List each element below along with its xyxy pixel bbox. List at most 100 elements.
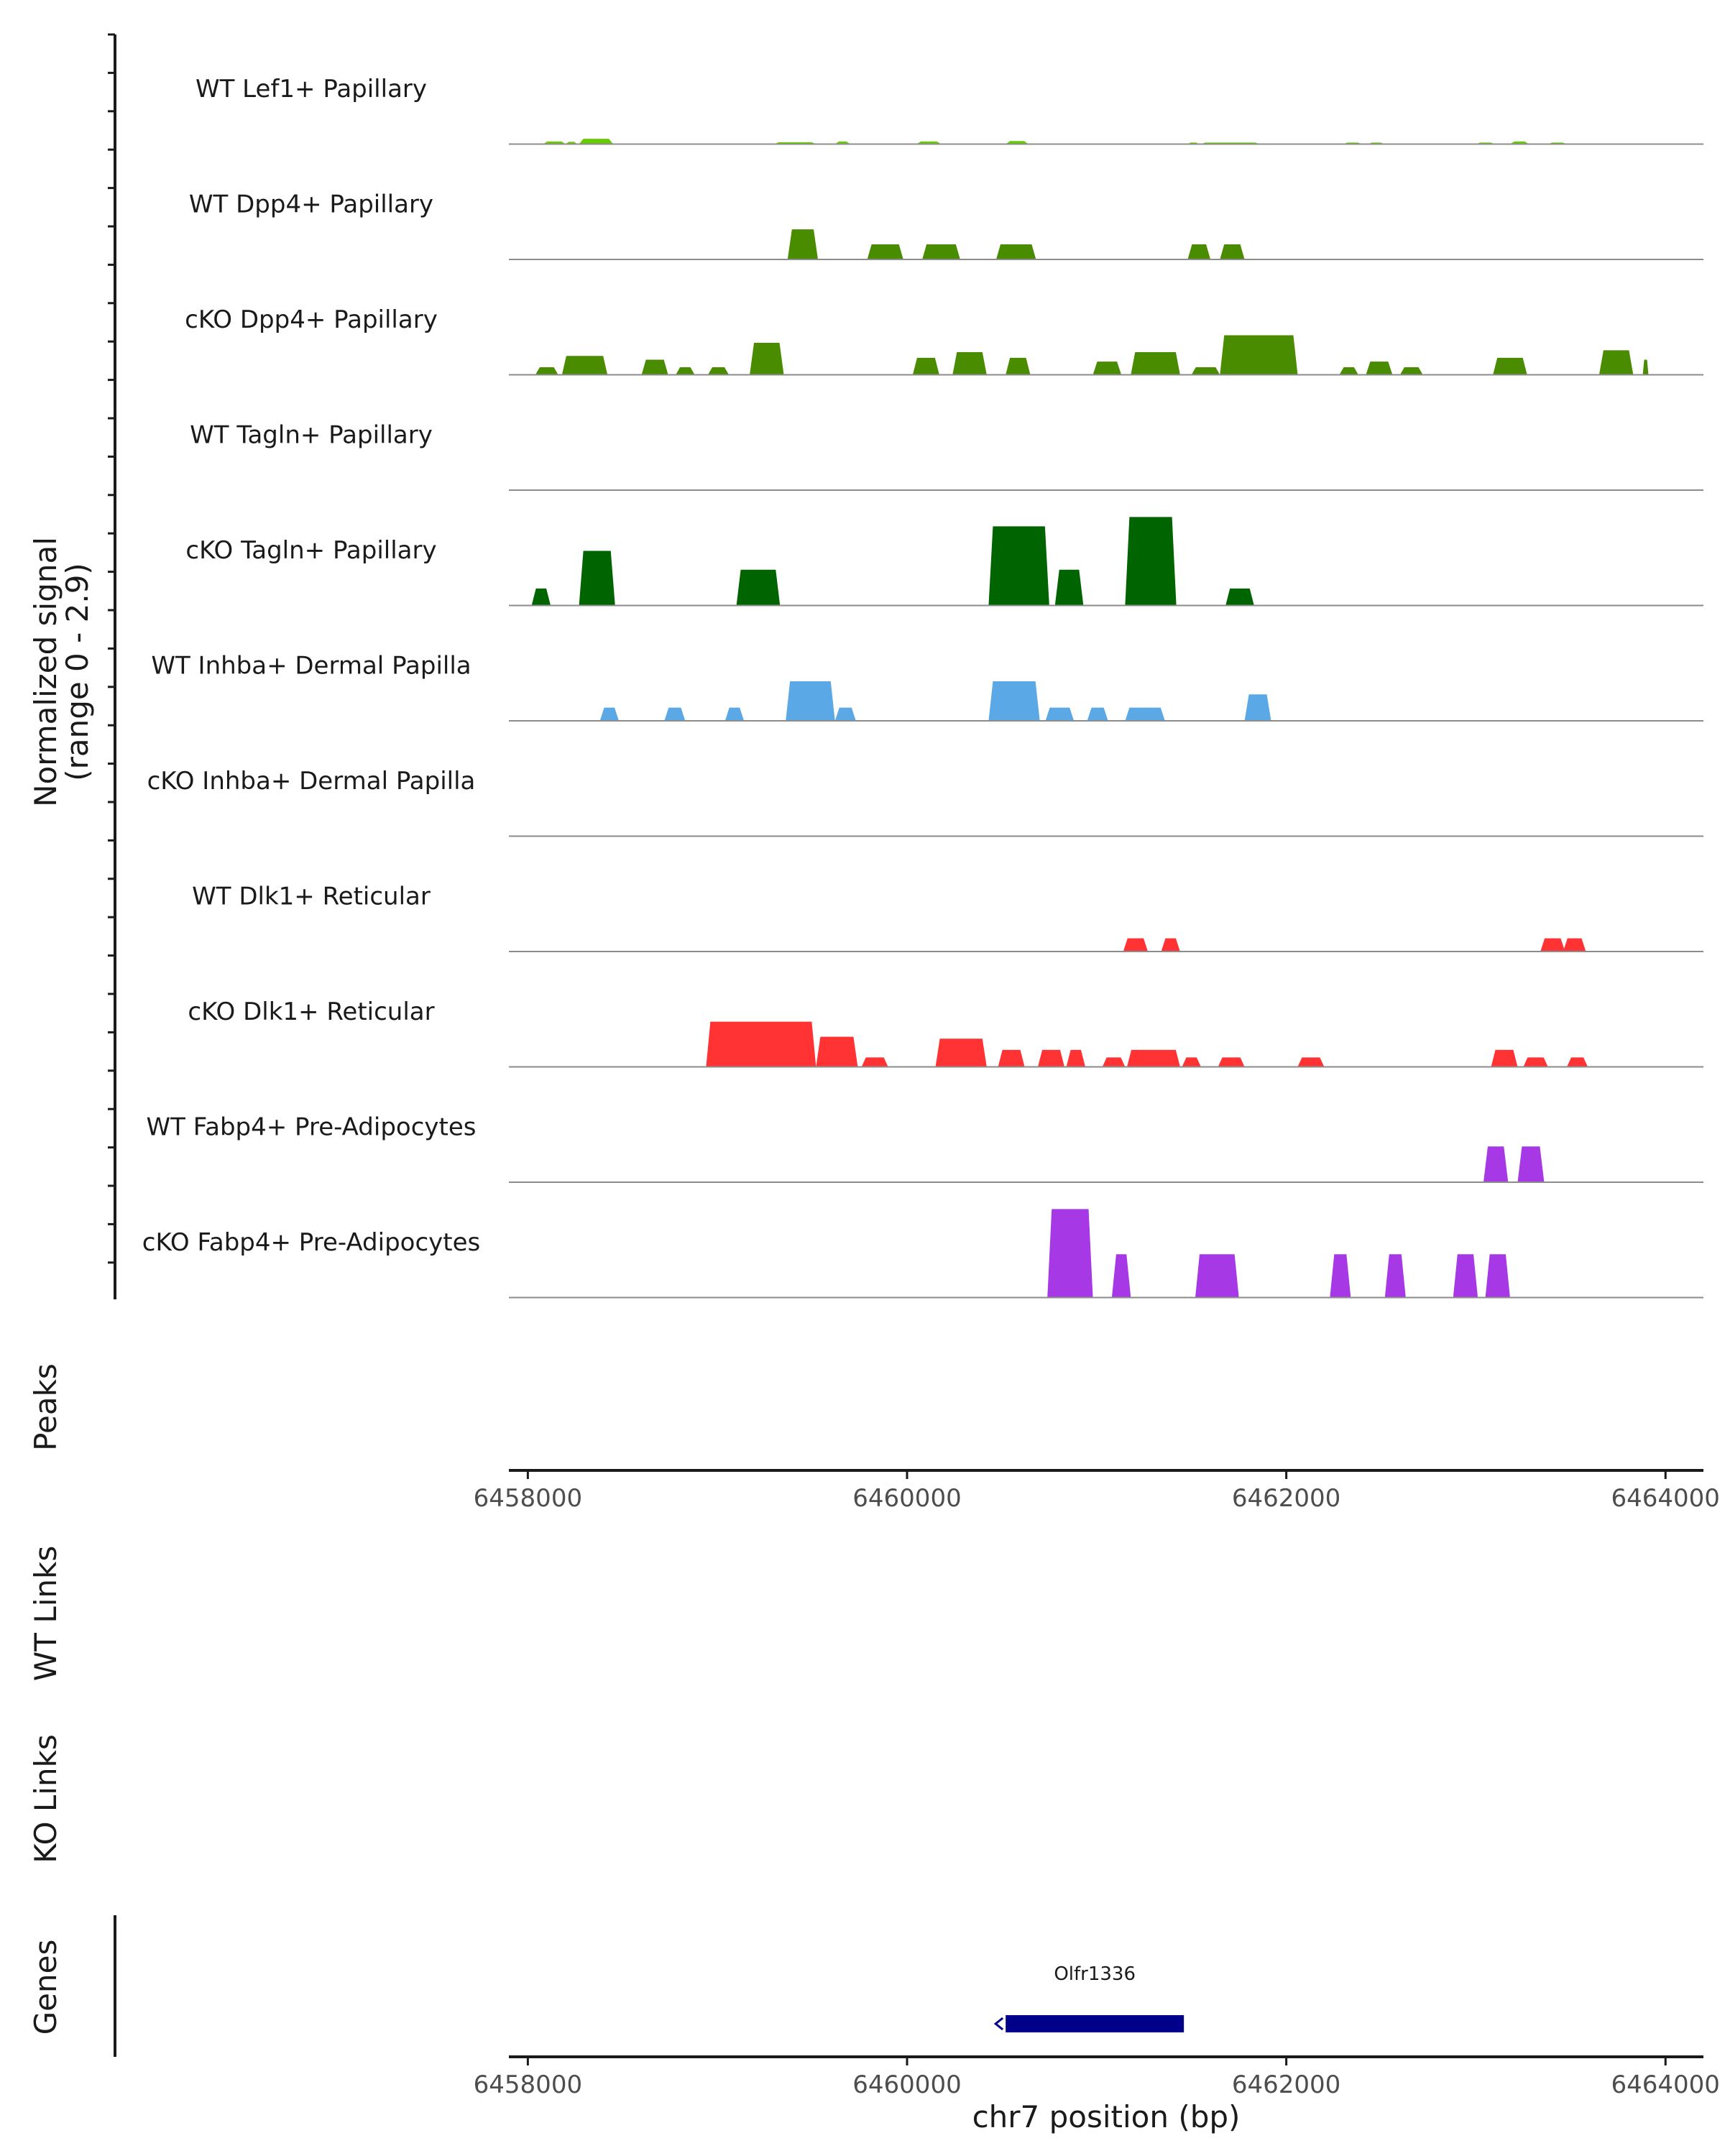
track: WT Dlk1+ Reticular <box>192 883 1703 952</box>
coverage-peak <box>1244 694 1271 721</box>
coverage-peak <box>535 367 558 375</box>
coverage-peak <box>1102 1057 1126 1067</box>
coverage-peak <box>1491 1049 1518 1067</box>
peaks-label: Peaks <box>28 1363 63 1451</box>
x-tick-label: 6458000 <box>474 2070 582 2099</box>
track-label: WT Dpp4+ Papillary <box>189 190 433 219</box>
coverage-peak <box>561 356 608 375</box>
coverage-peak <box>736 569 781 606</box>
coverage-peak <box>1523 1057 1548 1067</box>
genes-x-axis-ticks: 6458000 6460000 6462000 6464000 <box>474 2057 1720 2099</box>
coverage-peak <box>1598 350 1634 375</box>
peaks-section: Peaks 6458000 6460000 6462000 6464000 <box>28 1363 1720 1513</box>
ko-links-label: KO Links <box>28 1734 63 1864</box>
coverage-peak <box>1218 1057 1245 1067</box>
coverage-peak <box>706 1021 816 1067</box>
coverage-peak <box>1125 517 1177 606</box>
track-label: cKO Inhba+ Dermal Papilla <box>147 767 476 796</box>
coverage-peak <box>1182 1057 1201 1067</box>
x-tick-label: 6460000 <box>852 2070 961 2099</box>
coverage-peak <box>1006 141 1029 144</box>
coverage-peak <box>1483 1146 1509 1182</box>
gene-body <box>1006 2015 1184 2032</box>
coverage-peak <box>579 139 614 144</box>
coverage-peak <box>861 1057 888 1067</box>
track-label: cKO Dpp4+ Papillary <box>185 305 438 334</box>
coverage-peak <box>1045 707 1075 721</box>
coverage-peak <box>786 681 835 721</box>
coverage-peak <box>750 342 784 375</box>
track-label: WT Tagln+ Papillary <box>190 421 433 450</box>
coverage-peak <box>1399 367 1423 375</box>
coverage-peak <box>988 681 1040 721</box>
coverage-peak <box>1195 1254 1239 1298</box>
coverage-peak <box>998 1049 1025 1067</box>
coverage-peak <box>867 244 903 259</box>
coverage-peak <box>1054 569 1084 606</box>
coverage-tracks: WT Lef1+ Papillary WT Dpp4+ Papillary cKO … <box>142 75 1703 1299</box>
wt-links-label: WT Links <box>28 1546 63 1681</box>
track: WT Lef1+ Papillary <box>196 75 1703 145</box>
signal-y-ticks <box>108 33 115 1264</box>
coverage-peak <box>1131 352 1180 375</box>
track: WT Dpp4+ Papillary <box>189 190 1703 260</box>
signal-y-axis: Normalized signal (range 0 - 2.9) <box>28 33 116 1299</box>
coverage-peak <box>952 352 987 375</box>
strand-arrow-icon <box>993 2017 1004 2031</box>
x-tick-label: 6462000 <box>1232 1484 1340 1513</box>
genes-section: Genes Olfr1336 6458000 6460000 6462000 6464… <box>28 1915 1720 2134</box>
coverage-peak <box>1187 244 1211 259</box>
genes-label: Genes <box>28 1940 63 2035</box>
coverage-peak <box>708 367 730 375</box>
coverage-peak <box>988 526 1049 606</box>
coverage-peak <box>531 588 551 606</box>
track: cKO Inhba+ Dermal Papilla <box>147 767 1703 837</box>
coverage-peak <box>1220 244 1245 259</box>
coverage-peak <box>1384 1254 1406 1298</box>
track: cKO Dpp4+ Papillary <box>185 305 1703 376</box>
coverage-peak <box>1297 1057 1325 1067</box>
gene-model: Olfr1336 <box>993 1963 1184 2032</box>
coverage-peak <box>787 229 819 259</box>
gene-name-label: Olfr1336 <box>1054 1963 1136 1985</box>
coverage-peak <box>995 244 1036 259</box>
track: WT Tagln+ Papillary <box>190 421 1703 491</box>
coverage-peak <box>1220 335 1298 375</box>
coverage-peak <box>1517 1146 1545 1182</box>
x-axis-title: chr7 position (bp) <box>972 2099 1241 2134</box>
coverage-peak <box>1191 367 1220 375</box>
track: WT Inhba+ Dermal Papilla <box>151 652 1703 722</box>
track: WT Fabp4+ Pre-Adipocytes <box>147 1113 1703 1183</box>
coverage-peak <box>664 707 686 721</box>
track-label: cKO Fabp4+ Pre-Adipocytes <box>142 1228 481 1257</box>
x-tick-label: 6464000 <box>1611 2070 1720 2099</box>
x-tick-label: 6460000 <box>852 1484 961 1513</box>
coverage-peak <box>1563 938 1586 952</box>
peaks-x-axis-ticks: 6458000 6460000 6462000 6464000 <box>474 1470 1720 1513</box>
track-label: WT Dlk1+ Reticular <box>192 883 431 911</box>
coverage-peak <box>834 707 856 721</box>
track-label: WT Inhba+ Dermal Papilla <box>151 652 471 681</box>
coverage-peak <box>1225 588 1254 606</box>
coverage-peak <box>935 1038 987 1067</box>
coverage-peak <box>1111 1254 1131 1298</box>
coverage-peak <box>1123 938 1149 952</box>
track: cKO Tagln+ Papillary <box>185 517 1703 607</box>
coverage-peak <box>1161 938 1180 952</box>
y-axis-title: Normalized signal <box>28 537 63 807</box>
x-tick-label: 6464000 <box>1611 1484 1720 1513</box>
coverage-peak <box>1642 359 1649 375</box>
coverage-peak <box>1567 1057 1588 1067</box>
track: cKO Fabp4+ Pre-Adipocytes <box>142 1209 1703 1299</box>
track: cKO Dlk1+ Reticular <box>188 998 1703 1068</box>
coverage-peak <box>912 357 939 375</box>
track-label: cKO Dlk1+ Reticular <box>188 998 434 1026</box>
coverage-peak <box>1006 357 1031 375</box>
coverage-peak <box>1493 357 1527 375</box>
coverage-peak <box>1087 707 1108 721</box>
coverage-peak <box>579 550 615 606</box>
coverage-peak <box>1366 361 1393 375</box>
y-axis-range-label: (range 0 - 2.9) <box>60 563 95 781</box>
coverage-peak <box>1092 361 1122 375</box>
